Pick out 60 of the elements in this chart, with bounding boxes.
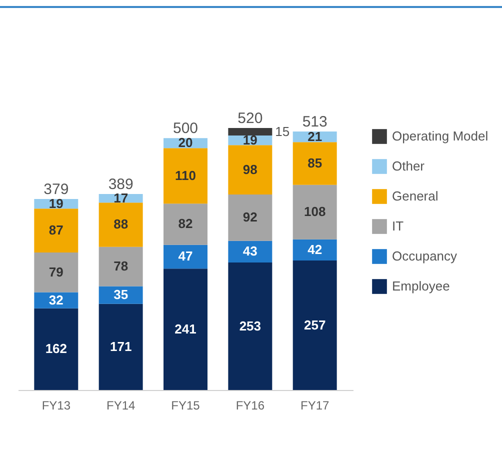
data-label: 78 (114, 258, 128, 274)
legend-label: General (392, 188, 438, 204)
bar (98, 304, 143, 390)
legend-label: IT (392, 218, 404, 234)
bar (164, 268, 208, 390)
bar (164, 244, 208, 269)
bar (292, 142, 337, 185)
legend-label: Operating Model (392, 128, 488, 144)
bar (228, 128, 272, 136)
data-label: 21 (308, 128, 322, 144)
bar (34, 308, 78, 390)
x-tick-label: FY16 (236, 398, 265, 412)
total-label: 500 (172, 120, 198, 138)
data-label: 43 (242, 244, 258, 259)
bar (292, 260, 337, 390)
bar (34, 252, 78, 292)
data-label: 108 (304, 204, 326, 220)
data-label: 241 (174, 321, 196, 336)
data-label: 253 (239, 318, 262, 334)
data-label: 85 (308, 156, 322, 171)
legend-label: Occupancy (392, 248, 458, 264)
bar (98, 246, 143, 286)
data-label: 47 (178, 248, 193, 264)
data-label: 98 (242, 162, 258, 177)
data-label: 20 (178, 135, 193, 150)
data-label: 88 (114, 216, 128, 232)
data-label: 15 (275, 124, 290, 139)
data-label: 110 (175, 168, 196, 183)
data-label: 32 (48, 292, 64, 308)
bar (228, 145, 272, 195)
bar (164, 148, 208, 204)
bar (292, 184, 337, 240)
data-label: 35 (114, 287, 128, 302)
data-label: 162 (45, 341, 68, 356)
data-label: 257 (304, 317, 326, 332)
data-label: 19 (48, 196, 64, 211)
data-label: 87 (48, 222, 64, 238)
x-tick-label: FY14 (106, 398, 136, 412)
data-label: 92 (242, 210, 258, 225)
data-label: 82 (178, 216, 193, 232)
bar (98, 202, 143, 247)
total-label: 513 (302, 114, 328, 131)
bar (228, 262, 272, 390)
legend-label: Employee (392, 278, 450, 294)
x-tick-label: FY17 (300, 398, 330, 412)
bar (34, 208, 78, 252)
total-label: 379 (44, 181, 69, 198)
legend-label: Other (392, 158, 426, 174)
x-tick-label: FY13 (42, 398, 71, 412)
data-label: 19 (242, 132, 258, 148)
bar (164, 204, 208, 245)
data-label: 79 (48, 264, 64, 280)
bar (98, 286, 143, 304)
x-tick-label: FY15 (171, 398, 200, 412)
total-label: 520 (238, 110, 263, 127)
data-label: 42 (308, 242, 322, 257)
bar (228, 194, 272, 241)
bar (228, 240, 272, 263)
bar (292, 239, 337, 261)
data-label: 171 (110, 338, 132, 354)
